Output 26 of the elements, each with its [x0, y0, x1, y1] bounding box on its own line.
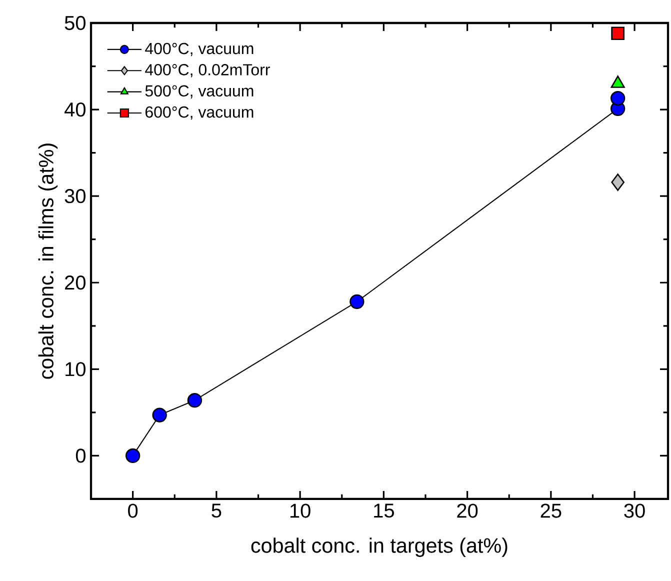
legend-label: 400°C, vacuum: [145, 42, 254, 56]
y-tick-label: 10: [66, 362, 86, 376]
y-tick-label: 20: [65, 276, 86, 290]
legend-label: 500°C, vacuum: [145, 85, 254, 98]
x-tick-label: 25: [540, 504, 562, 518]
x-tick-label: 30: [624, 504, 645, 518]
y-tick-label: 0: [76, 448, 86, 463]
y-tick-label: 40: [64, 102, 86, 117]
x-tick-label: 0: [128, 504, 138, 518]
y-tick-label: 50: [64, 16, 86, 30]
point: [125, 448, 140, 464]
point: [187, 392, 202, 408]
x-tick-label: 20: [457, 504, 478, 518]
legend-label: 600°C, vacuum: [146, 106, 254, 120]
x-tick-label: 15: [374, 504, 394, 518]
x-tick-label: 5: [212, 504, 222, 518]
point: [350, 294, 364, 310]
y-axis-title: cobalt conc. in films (at%): [38, 144, 58, 379]
point: [152, 408, 167, 422]
x-tick-label: 10: [290, 504, 310, 518]
point: [611, 174, 624, 191]
legend-label: 400°C, 0.02mTorr: [145, 64, 270, 78]
y-tick-label: 30: [64, 189, 86, 204]
point: [610, 90, 626, 106]
point: [611, 26, 624, 40]
x-axis-title: cobalt conc. in targets (at%): [251, 538, 508, 557]
